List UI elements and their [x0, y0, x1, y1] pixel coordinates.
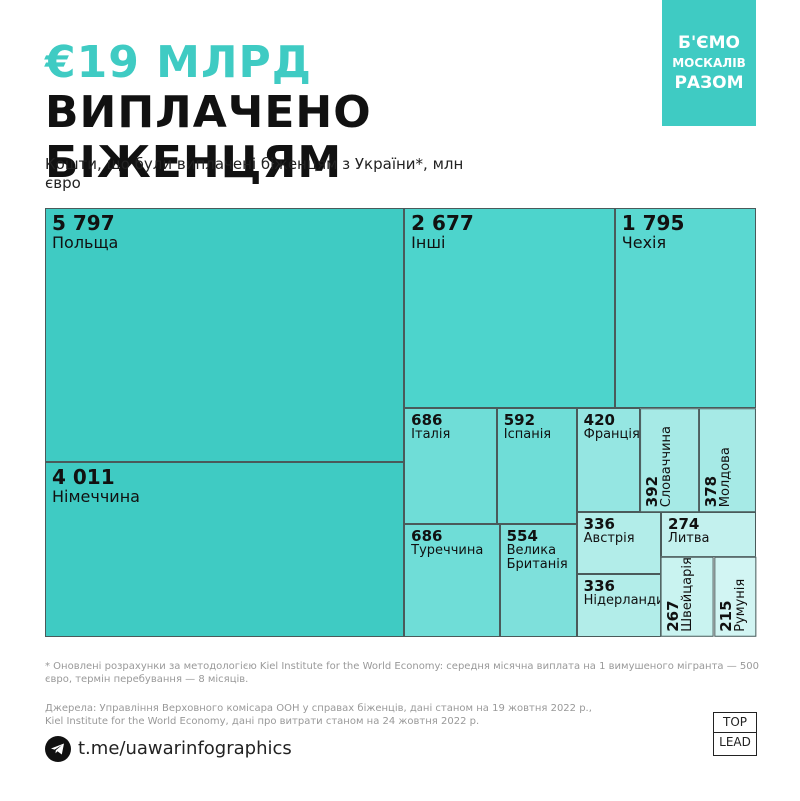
brand-line: TOP	[722, 715, 747, 729]
treemap-cell: 378 Молдова	[699, 407, 756, 512]
category-label: Литва	[668, 530, 710, 546]
value-label: 554	[506, 527, 538, 546]
category-label: Інші	[411, 233, 446, 252]
title: €19 МЛРД ВИПЛАЧЕНО БІЖЕНЦЯМ	[45, 38, 645, 188]
value-label: 592	[503, 410, 536, 429]
brand-line: LEAD	[714, 732, 756, 752]
treemap-cell: 215 Румунія	[713, 557, 756, 637]
subtitle: Кошти, що були виплачені біженцям з Укра…	[45, 155, 464, 192]
treemap-cell: 686 Італія	[404, 407, 497, 525]
category-label: Швейцарія	[680, 557, 696, 632]
treemap-cell: 686 Туреччина	[404, 524, 500, 637]
category-label: Молдова	[718, 446, 734, 507]
treemap-cell: 392 Словаччина	[639, 407, 700, 512]
category-label: Румунія	[732, 579, 748, 632]
brand-logo: TOP LEAD	[713, 712, 757, 756]
value-label: 2 677	[411, 211, 474, 235]
value-label: 267	[664, 600, 683, 632]
treemap-cell: 5 797 Польща	[45, 208, 405, 462]
category-label: Нідерланди	[583, 593, 662, 609]
treemap-cell: 336 Нідерланди	[576, 574, 662, 637]
telegram-link[interactable]: t.me/uawarinfographics	[78, 738, 292, 759]
value-label: 686	[411, 410, 443, 429]
logo-line: МОСКАЛІВ	[672, 56, 746, 70]
value-label: 420	[583, 410, 615, 429]
treemap: 5 797 Польща 4 011 Німеччина 2 677 Інші 1 795 Ч…	[45, 208, 756, 637]
category-label: Німеччина	[52, 486, 140, 506]
treemap-cell: 1 795 Чехія	[614, 208, 756, 408]
value-label: 392	[642, 475, 661, 507]
title-accent: €19 МЛРД	[45, 37, 312, 88]
value-label: 686	[411, 527, 443, 546]
value-label: 274	[668, 514, 700, 533]
treemap-cell: 554 Велика Британія	[499, 524, 577, 637]
value-label: 336	[583, 577, 615, 596]
treemap-cell: 592 Іспанія	[496, 407, 577, 525]
value-label: 336	[583, 514, 615, 533]
treemap-cell: 336 Австрія	[576, 511, 662, 575]
treemap-cell: 267 Швейцарія	[661, 557, 714, 637]
value-label: 5 797	[52, 211, 115, 235]
category-label: Велика Британія	[506, 543, 568, 573]
telegram-icon	[45, 736, 71, 762]
treemap-cell: 420 Франція	[576, 407, 640, 512]
sources: Джерела: Управління Верховного комісара …	[45, 703, 592, 727]
category-label: Словаччина	[658, 425, 674, 507]
value-label: 378	[702, 475, 721, 507]
footnote: * Оновлені розрахунки за методологією Ki…	[45, 661, 759, 685]
category-label: Іспанія	[503, 426, 552, 442]
category-label: Франція	[583, 426, 640, 442]
treemap-cell: 2 677 Інші	[404, 208, 615, 408]
treemap-cell: 4 011 Німеччина	[45, 461, 405, 637]
category-label: Туреччина	[411, 543, 484, 559]
value-label: 215	[716, 600, 735, 632]
category-label: Італія	[411, 426, 451, 442]
logo: Б'ЄМО МОСКАЛІВ РАЗОМ	[662, 0, 756, 126]
treemap-cell: 274 Литва	[661, 511, 756, 558]
category-label: Польща	[52, 233, 119, 252]
logo-line: Б'ЄМО	[677, 33, 740, 53]
value-label: 4 011	[52, 464, 115, 489]
category-label: Чехія	[621, 233, 667, 252]
category-label: Австрія	[583, 530, 635, 546]
title-rest: ВИПЛАЧЕНО БІЖЕНЦЯМ	[45, 87, 372, 188]
value-label: 1 795	[621, 211, 685, 235]
logo-line: РАЗОМ	[674, 73, 744, 93]
